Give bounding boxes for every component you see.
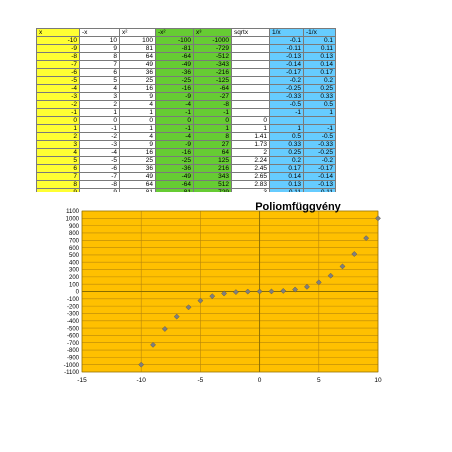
- x-tick-label: 0: [258, 377, 262, 384]
- data-point: [150, 341, 156, 348]
- table-row: 5 -5 25 -25 125 2.24 0.2 -0.2: [36, 156, 336, 165]
- data-point: [221, 290, 227, 297]
- y-tick-label: 800: [69, 231, 80, 237]
- chart-title: Poliomfüggvény: [255, 201, 341, 213]
- data-point: [351, 251, 358, 257]
- table-row: -1 1 1 -1 -1 -1 1: [36, 108, 336, 117]
- y-tick-label: 500: [69, 253, 80, 259]
- x-tick-label: 10: [374, 377, 382, 384]
- data-point: [256, 288, 263, 295]
- table-row: -6 6 36 -36 -216 -0.17 0.17: [36, 68, 336, 77]
- y-tick-label: 200: [69, 275, 80, 281]
- data-point: [304, 283, 310, 290]
- data-series: [138, 215, 381, 368]
- axes: [81, 210, 379, 373]
- data-point: [292, 286, 299, 293]
- data-point: [244, 288, 251, 295]
- y-tick-label: -700: [67, 341, 80, 347]
- table-row: -3 3 9 -9 -27 -0.33 0.33: [36, 92, 336, 101]
- tick-labels: -1100-1000-900-800-700-600-500-400-300-2…: [64, 209, 382, 384]
- y-tick-label: 300: [69, 268, 80, 274]
- table-header-row: x -x x² -x² x³ sqrtx 1/x -1/x: [36, 28, 336, 37]
- data-point: [209, 293, 216, 300]
- data-point: [173, 313, 180, 320]
- data-point: [138, 361, 145, 368]
- data-point: [161, 326, 168, 332]
- data-table: x -x x² -x² x³ sqrtx 1/x -1/x -10 10 100 -100 -1000-…: [36, 28, 336, 205]
- y-tick-label: -100: [67, 297, 80, 303]
- data-point: [363, 235, 370, 242]
- y-tick-label: 900: [69, 224, 80, 230]
- table-row: 8 -8 64 -64 512 2.83 0.13 -0.13: [36, 180, 336, 189]
- table-row: -9 9 81 -81 -729 -0.11 0.11: [36, 44, 336, 53]
- data-point: [327, 272, 334, 279]
- data-point: [233, 289, 239, 295]
- table-row: 3 -3 9 -9 27 1.73 0.33 -0.33: [36, 140, 336, 149]
- y-tick-label: 100: [69, 282, 80, 288]
- x-tick-label: 5: [317, 377, 321, 384]
- x-tick-label: -5: [198, 377, 204, 384]
- y-tick-label: -200: [67, 304, 80, 310]
- table-row: 4 -4 16 -16 64 2 0.25 -0.25: [36, 148, 336, 157]
- y-tick-label: 600: [69, 246, 80, 252]
- y-tick-label: -1000: [64, 363, 80, 369]
- y-tick-label: -500: [67, 326, 80, 332]
- data-point: [339, 263, 346, 270]
- plot-border: [81, 210, 379, 373]
- data-point: [197, 297, 204, 304]
- data-point: [280, 288, 287, 294]
- y-tick-label: -1100: [64, 370, 80, 376]
- y-tick-label: -300: [67, 312, 80, 318]
- data-point: [268, 288, 275, 295]
- y-tick-label: 700: [69, 238, 80, 244]
- y-tick-label: -900: [67, 356, 80, 362]
- y-tick-label: -800: [67, 348, 80, 354]
- y-tick-label: 400: [69, 260, 80, 266]
- data-point: [315, 279, 322, 286]
- y-tick-label: -400: [67, 319, 80, 325]
- x-tick-label: -15: [77, 377, 87, 384]
- y-tick-label: 1000: [66, 217, 80, 223]
- data-point: [185, 304, 192, 311]
- y-tick-label: 0: [76, 290, 80, 296]
- x-tick-label: -10: [136, 377, 146, 384]
- table-row: -2 2 4 -4 -8 -0.5 0.5: [36, 100, 336, 109]
- y-tick-label: -600: [67, 334, 80, 340]
- table-row: 6 -6 36 -36 216 2.45 0.17 -0.17: [36, 164, 336, 173]
- y-tick-label: 1100: [66, 209, 80, 215]
- data-point: [375, 215, 381, 222]
